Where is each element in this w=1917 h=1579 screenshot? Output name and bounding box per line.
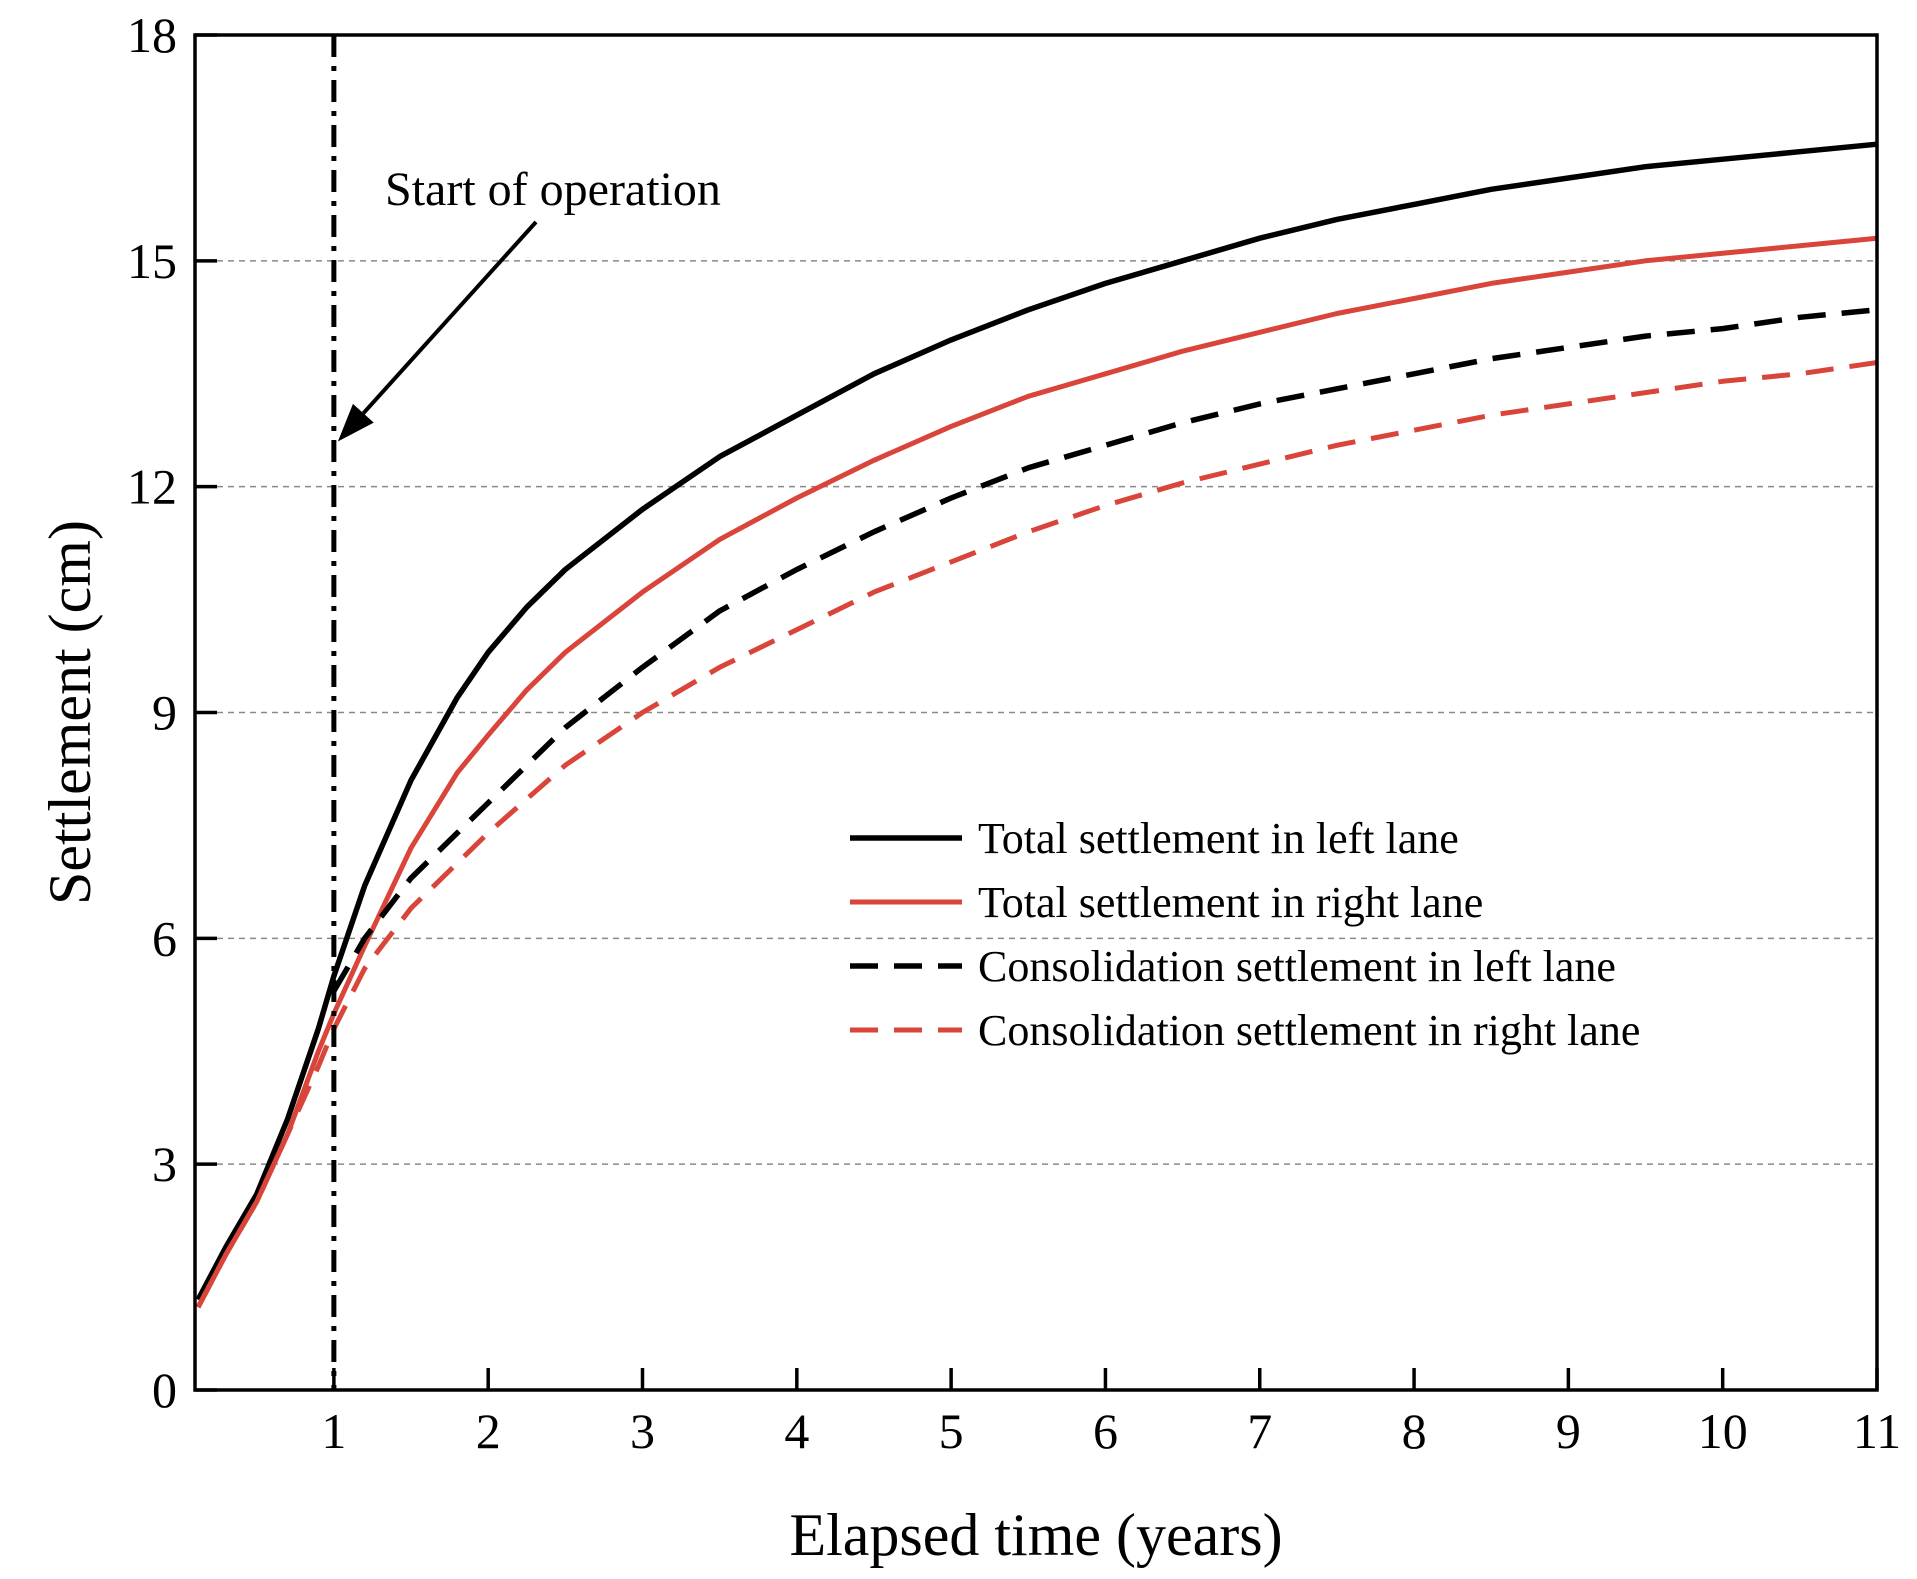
y-tick-label: 6	[152, 910, 177, 966]
x-tick-label: 3	[630, 1403, 655, 1459]
series-line-0	[195, 141, 1878, 1301]
x-tick-label: 9	[1556, 1403, 1581, 1459]
x-tick-label: 7	[1247, 1403, 1272, 1459]
y-tick-label: 9	[152, 685, 177, 741]
annotation-arrow-shaft	[361, 220, 538, 415]
x-axis-title: Elapsed time (years)	[789, 1502, 1282, 1568]
y-tick-label: 12	[127, 459, 177, 515]
x-tick-label: 10	[1698, 1403, 1748, 1459]
start-of-operation-annotation: Start of operation	[337, 163, 721, 442]
series-line-1	[195, 235, 1878, 1309]
grid-lines	[195, 260, 1877, 1165]
annotation-arrow-head	[337, 403, 374, 442]
annotation-text: Start of operation	[385, 163, 721, 216]
x-tick-label: 2	[476, 1403, 501, 1459]
legend-label-total-left: Total settlement in left lane	[978, 814, 1459, 863]
y-tick-label: 0	[152, 1362, 177, 1418]
axes	[193, 33, 1879, 1392]
legend-label-consolidation-left: Consolidation settlement in left lane	[978, 942, 1616, 991]
x-tick-label: 4	[784, 1403, 809, 1459]
legend: Total settlement in left lane Total sett…	[850, 814, 1640, 1055]
y-tick-label: 3	[152, 1136, 177, 1192]
legend-label-total-right: Total settlement in right lane	[978, 878, 1483, 927]
x-tick-label: 11	[1853, 1403, 1901, 1459]
legend-label-consolidation-right: Consolidation settlement in right lane	[978, 1006, 1640, 1055]
series-line-2	[331, 307, 1878, 993]
y-axis-title: Settlement (cm)	[37, 520, 103, 905]
y-tick-label: 18	[127, 7, 177, 63]
x-tick-label: 1	[321, 1403, 346, 1459]
series-lines	[195, 141, 1878, 1309]
x-tick-label: 8	[1402, 1403, 1427, 1459]
x-tick-label: 6	[1093, 1403, 1118, 1459]
series-line-3	[195, 360, 1878, 1309]
y-tick-label: 15	[127, 233, 177, 289]
x-tick-label: 5	[939, 1403, 964, 1459]
